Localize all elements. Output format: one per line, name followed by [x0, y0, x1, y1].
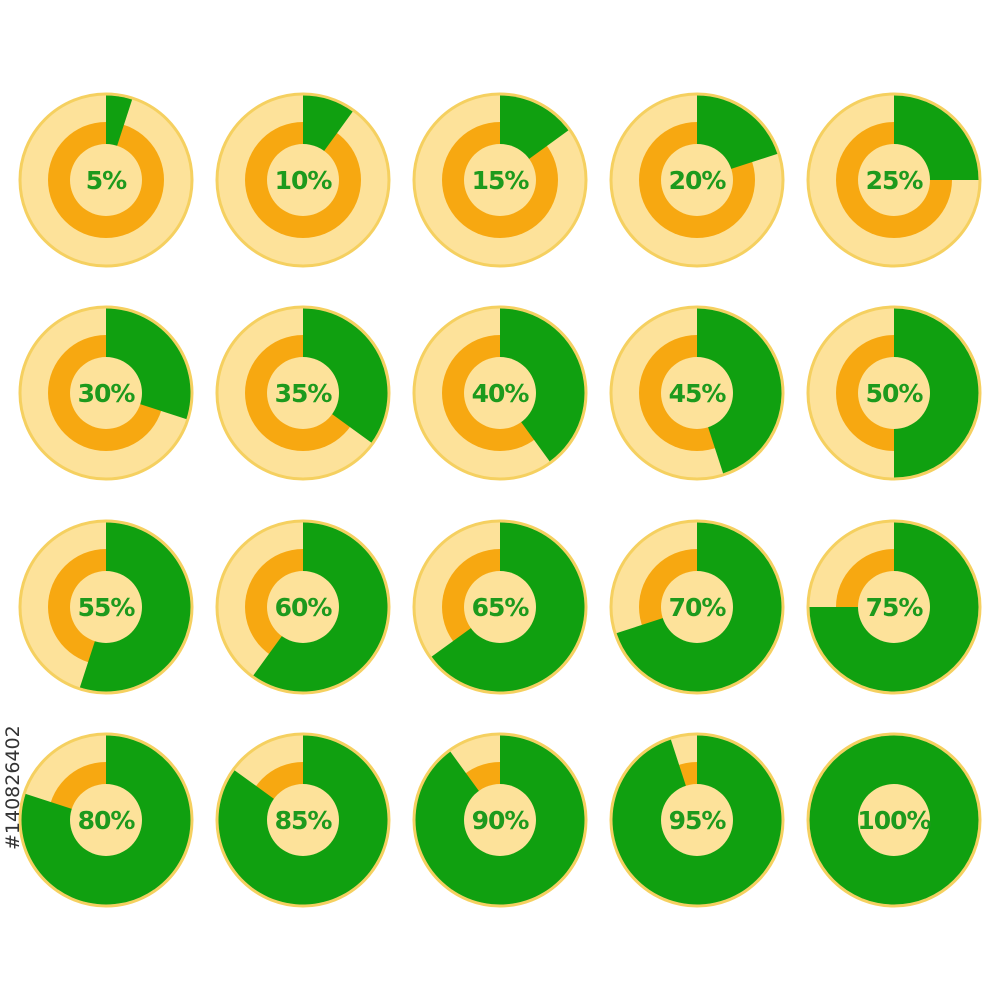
percentage-label: 25% — [866, 166, 924, 195]
inner-disc — [70, 144, 142, 216]
inner-disc — [858, 571, 930, 643]
inner-disc — [661, 571, 733, 643]
inner-disc — [464, 571, 536, 643]
indicator-10: 10% — [215, 92, 391, 268]
indicator-25: 25% — [806, 92, 982, 268]
inner-disc — [70, 357, 142, 429]
indicator-35: 35% — [215, 305, 391, 481]
inner-disc — [661, 357, 733, 429]
percentage-label: 80% — [78, 806, 136, 835]
indicator-85: 85% — [215, 732, 391, 908]
inner-disc — [464, 784, 536, 856]
inner-disc — [267, 357, 339, 429]
inner-disc — [267, 571, 339, 643]
indicator-65: 65% — [412, 519, 588, 695]
indicator-70: 70% — [609, 519, 785, 695]
inner-disc — [858, 784, 930, 856]
stock-id-text: #140826402 — [2, 725, 24, 850]
percentage-label: 15% — [472, 166, 530, 195]
inner-disc — [858, 144, 930, 216]
inner-disc — [464, 357, 536, 429]
inner-disc — [464, 144, 536, 216]
inner-disc — [70, 571, 142, 643]
indicator-55: 55% — [18, 519, 194, 695]
percentage-label: 55% — [78, 593, 136, 622]
percentage-label: 45% — [669, 379, 727, 408]
indicator-30: 30% — [18, 305, 194, 481]
indicator-5: 5% — [18, 92, 194, 268]
indicator-45: 45% — [609, 305, 785, 481]
progress-sector — [697, 308, 782, 474]
percentage-label: 35% — [275, 379, 333, 408]
progress-sector — [500, 308, 585, 462]
indicator-15: 15% — [412, 92, 588, 268]
percentage-label: 65% — [472, 593, 530, 622]
percentage-label: 60% — [275, 593, 333, 622]
inner-disc — [858, 357, 930, 429]
progress-sector — [894, 308, 979, 478]
inner-disc — [267, 144, 339, 216]
indicator-60: 60% — [215, 519, 391, 695]
percentage-label: 10% — [275, 166, 333, 195]
indicator-75: 75% — [806, 519, 982, 695]
percentage-label: 95% — [669, 806, 727, 835]
inner-disc — [661, 784, 733, 856]
percentage-label: 100% — [857, 806, 931, 835]
indicator-50: 50% — [806, 305, 982, 481]
inner-disc — [661, 144, 733, 216]
percentage-label: 75% — [866, 593, 924, 622]
inner-disc — [267, 784, 339, 856]
inner-disc — [70, 784, 142, 856]
percentage-label: 50% — [866, 379, 924, 408]
percentage-label: 70% — [669, 593, 727, 622]
percentage-label: 30% — [78, 379, 136, 408]
indicator-95: 95% — [609, 732, 785, 908]
progress-sector — [303, 308, 388, 443]
percentage-label: 40% — [472, 379, 530, 408]
percentage-label: 20% — [669, 166, 727, 195]
percentage-label: 85% — [275, 806, 333, 835]
indicator-90: 90% — [412, 732, 588, 908]
indicator-100: 100% — [806, 732, 982, 908]
percentage-label: 5% — [86, 166, 127, 195]
indicator-20: 20% — [609, 92, 785, 268]
indicator-80: 80% — [18, 732, 194, 908]
indicator-40: 40% — [412, 305, 588, 481]
percentage-label: 90% — [472, 806, 530, 835]
